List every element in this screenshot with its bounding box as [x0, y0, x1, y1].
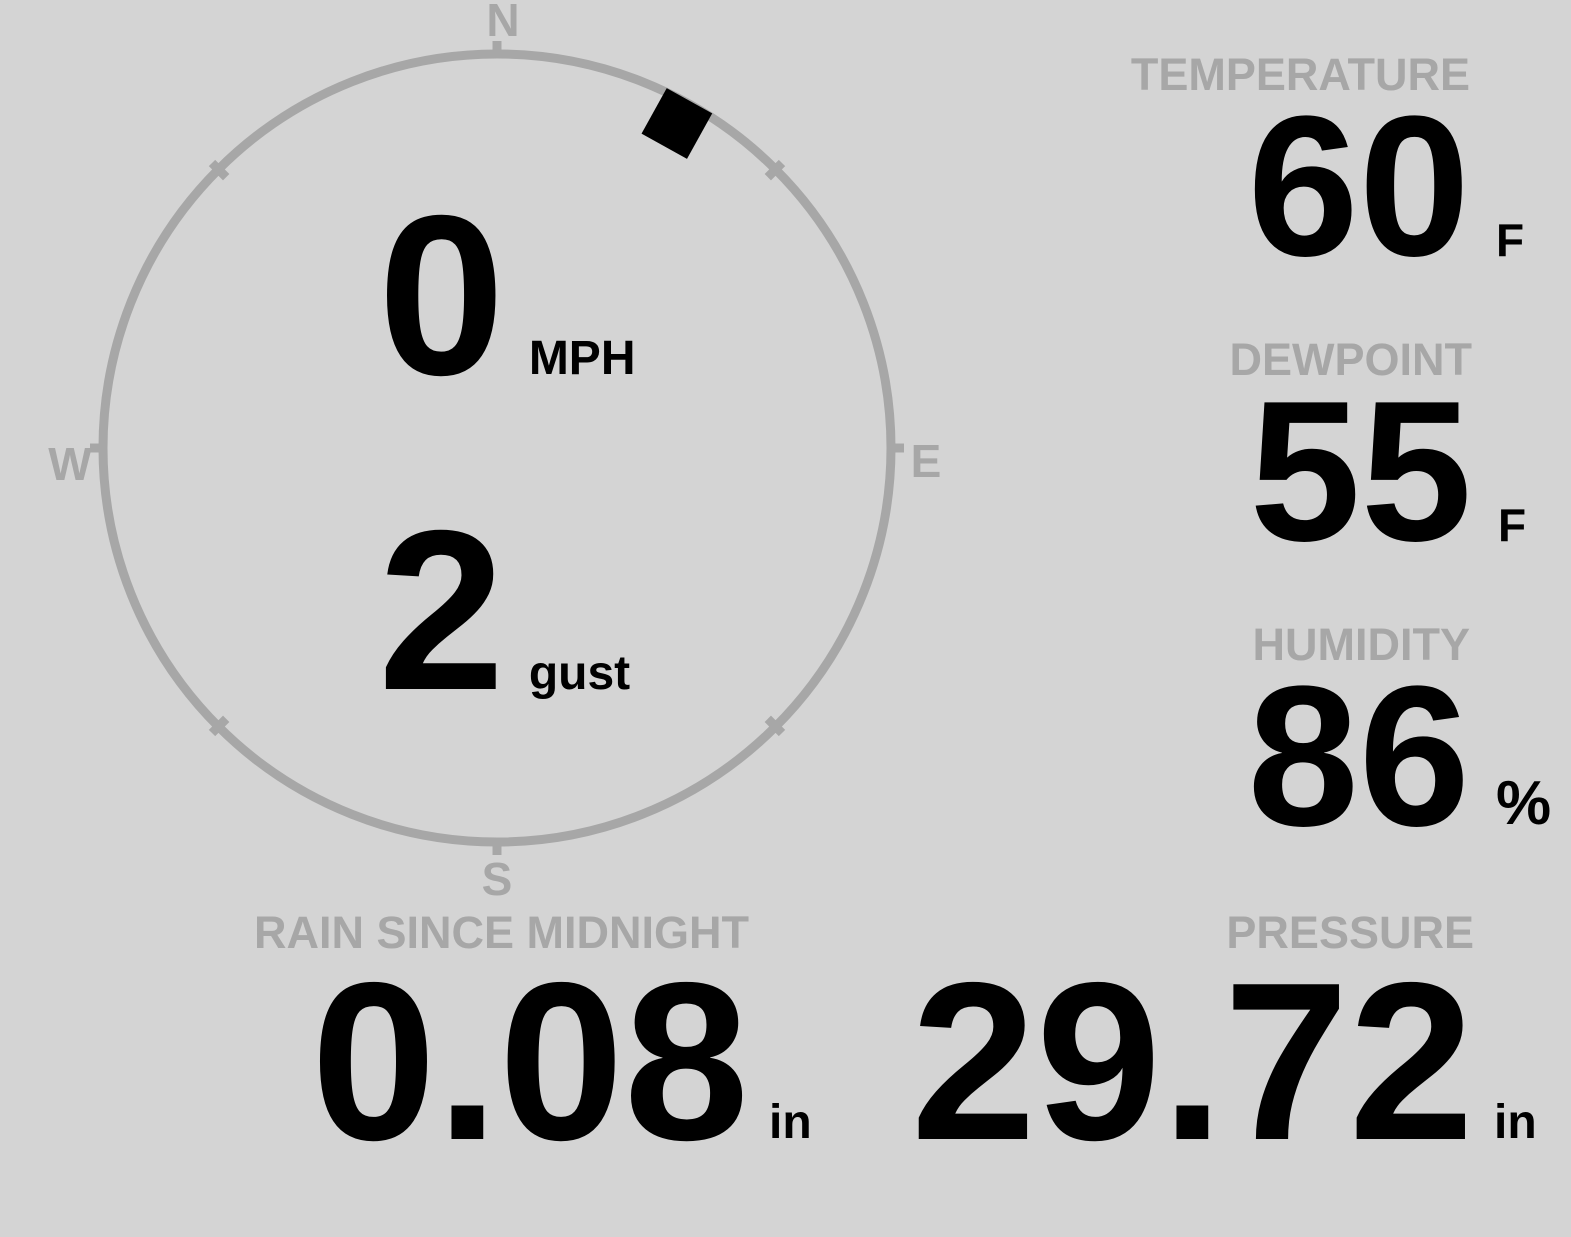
dewpoint-value: 55 F — [1230, 372, 1527, 572]
rain-value: 0.08 in — [254, 949, 812, 1174]
rain-number: 0.08 — [311, 935, 749, 1187]
pressure-value: 29.72 in — [911, 949, 1537, 1174]
compass-label-south: S — [481, 853, 513, 905]
dewpoint-label: DEWPOINT — [1229, 334, 1473, 385]
humidity-label: HUMIDITY — [1252, 619, 1471, 670]
pressure-number: 29.72 — [910, 935, 1474, 1187]
dewpoint-block: DEWPOINT 55 F — [1229, 334, 1527, 572]
humidity-number: 86 — [1247, 645, 1470, 868]
wind-speed-value: 0 — [378, 169, 505, 423]
wind-speed: 0 MPH — [378, 182, 635, 410]
dewpoint-unit: F — [1498, 499, 1527, 551]
compass-label-east: E — [910, 435, 942, 487]
wind-direction-marker — [641, 88, 713, 159]
compass-label-north: N — [486, 0, 520, 46]
temperature-label: TEMPERATURE — [1130, 49, 1470, 100]
humidity-block: HUMIDITY 86% — [1248, 619, 1552, 857]
wind-direction-marker-rotor — [641, 88, 713, 159]
wind-gust-value: 2 — [378, 484, 505, 738]
compass-label-west: W — [48, 438, 92, 490]
pressure-label: PRESSURE — [1226, 907, 1474, 958]
pressure-block: PRESSURE 29.72 in — [911, 907, 1537, 1174]
humidity-value: 86% — [1248, 657, 1552, 857]
dewpoint-number: 55 — [1249, 360, 1472, 583]
wind-gust-unit: gust — [528, 647, 631, 700]
rain-label: RAIN SINCE MIDNIGHT — [254, 907, 749, 958]
humidity-unit: % — [1496, 769, 1552, 838]
temperature-unit: F — [1496, 214, 1525, 266]
wind-speed-unit: MPH — [528, 332, 636, 385]
temperature-value: 60 F — [1131, 87, 1525, 287]
temperature-block: TEMPERATURE 60 F — [1130, 49, 1525, 287]
rain-block: RAIN SINCE MIDNIGHT 0.08 in — [254, 907, 812, 1174]
rain-unit: in — [769, 1096, 812, 1149]
wind-gust: 2 gust — [378, 497, 630, 725]
temperature-number: 60 — [1247, 75, 1470, 298]
pressure-unit: in — [1494, 1096, 1537, 1149]
